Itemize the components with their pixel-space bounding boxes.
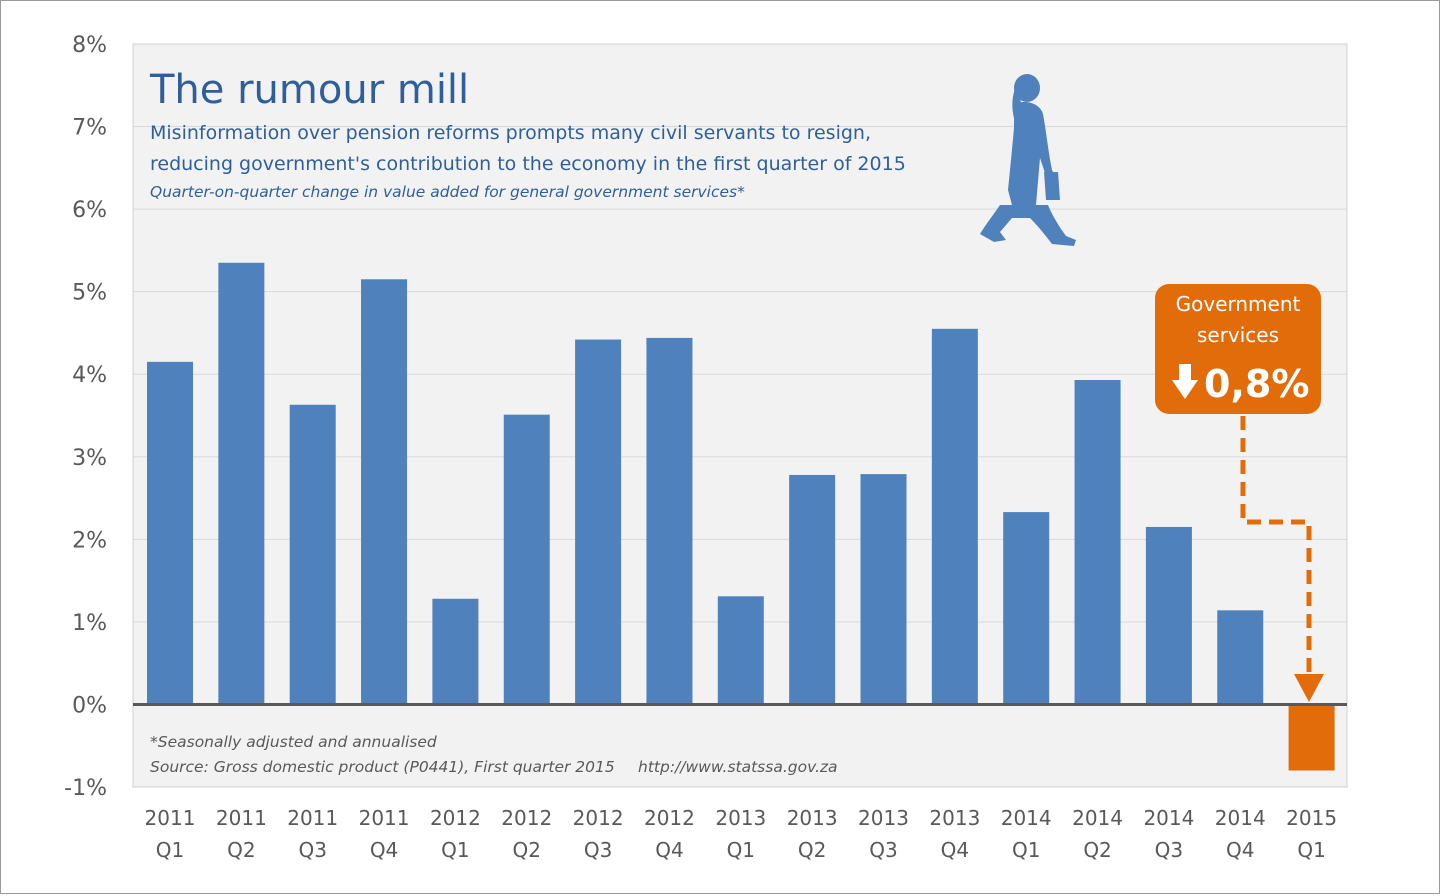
chart-description: Quarter-on-quarter change in value added…	[150, 183, 745, 201]
bar	[147, 361, 193, 705]
chart-title: The rumour mill	[149, 67, 469, 113]
x-axis: 2011 Q1 2011 Q2 2011 Q3 2011 Q4 2012 Q1 2012 Q2 2012…	[145, 806, 1338, 862]
chart-subtitle-line-2: reducing government's contribution to th…	[150, 153, 906, 175]
bar	[646, 337, 693, 705]
bar	[503, 414, 550, 705]
callout-value: 0,8%	[1204, 362, 1309, 406]
x-tick-label-year: 2011	[145, 806, 196, 830]
x-tick-label-quarter: Q2	[1083, 838, 1111, 862]
y-axis: -1% 0% 1% 2% 3% 4% 5% 6% 7% 8%	[64, 33, 107, 801]
bar	[931, 328, 978, 705]
footnote: *Seasonally adjusted and annualised	[150, 733, 437, 751]
bar	[289, 404, 336, 705]
bar	[1074, 380, 1121, 705]
x-tick-label-quarter: Q3	[298, 838, 326, 862]
connector-arrowhead	[1294, 674, 1324, 702]
x-tick-label-year: 2011	[287, 806, 338, 830]
y-tick-label: 7%	[72, 116, 107, 141]
x-tick-label-year: 2011	[359, 806, 410, 830]
x-tick-label-quarter: Q3	[869, 838, 897, 862]
bar	[860, 474, 907, 705]
bar	[1145, 526, 1192, 705]
x-tick-label-quarter: Q3	[1155, 838, 1183, 862]
y-tick-label: 0%	[72, 693, 107, 718]
bar	[1003, 512, 1050, 705]
chart-subtitle-line-1: Misinformation over pension reforms prom…	[150, 122, 871, 144]
y-tick-label: 8%	[72, 33, 107, 58]
x-tick-label-year: 2012	[573, 806, 624, 830]
x-tick-label-quarter: Q3	[584, 838, 612, 862]
bar	[575, 339, 622, 705]
x-tick-label-quarter: Q1	[1012, 838, 1040, 862]
y-tick-label: 2%	[72, 528, 107, 553]
callout: Government services 0,8%	[1155, 284, 1321, 414]
x-tick-label-year: 2013	[715, 806, 766, 830]
bar	[1217, 610, 1264, 705]
x-tick-label-quarter: Q1	[441, 838, 469, 862]
x-tick-label-year: 2015	[1286, 806, 1337, 830]
x-tick-label-year: 2012	[501, 806, 552, 830]
y-tick-label: -1%	[64, 776, 107, 801]
x-tick-label-quarter: Q2	[798, 838, 826, 862]
x-tick-label-quarter: Q1	[1297, 838, 1325, 862]
x-tick-label-year: 2012	[644, 806, 695, 830]
bar	[361, 279, 408, 705]
x-tick-label-quarter: Q4	[1226, 838, 1254, 862]
y-tick-label: 4%	[72, 363, 107, 388]
x-tick-label-quarter: Q2	[227, 838, 255, 862]
x-tick-label-year: 2013	[858, 806, 909, 830]
y-tick-label: 6%	[72, 198, 107, 223]
x-tick-label-year: 2014	[1072, 806, 1123, 830]
x-tick-label-quarter: Q4	[655, 838, 683, 862]
x-tick-label-quarter: Q1	[156, 838, 184, 862]
x-tick-label-quarter: Q4	[941, 838, 969, 862]
callout-connector	[1240, 416, 1312, 676]
y-tick-label: 5%	[72, 281, 107, 306]
callout-line-1: Government	[1176, 292, 1301, 316]
bar	[717, 596, 764, 705]
bar-highlight	[1288, 704, 1335, 771]
source-url: http://www.statssa.gov.za	[638, 758, 838, 776]
down-arrow-icon	[1172, 364, 1198, 399]
x-tick-label-year: 2014	[1143, 806, 1194, 830]
x-tick-label-quarter: Q4	[370, 838, 398, 862]
x-tick-label-year: 2013	[929, 806, 980, 830]
source-note: Source: Gross domestic product (P0441), …	[150, 758, 615, 776]
x-tick-label-quarter: Q2	[513, 838, 541, 862]
x-tick-label-year: 2014	[1215, 806, 1266, 830]
bar	[432, 598, 479, 705]
walking-woman-icon	[980, 74, 1076, 246]
bar	[789, 474, 836, 705]
x-tick-label-quarter: Q1	[727, 838, 755, 862]
x-tick-label-year: 2011	[216, 806, 267, 830]
y-tick-label: 1%	[72, 611, 107, 636]
bars	[147, 262, 1335, 771]
x-tick-label-year: 2013	[787, 806, 838, 830]
y-tick-label: 3%	[72, 446, 107, 471]
x-tick-label-year: 2014	[1001, 806, 1052, 830]
callout-line-2: services	[1197, 323, 1279, 347]
x-tick-label-year: 2012	[430, 806, 481, 830]
bar	[218, 262, 265, 705]
